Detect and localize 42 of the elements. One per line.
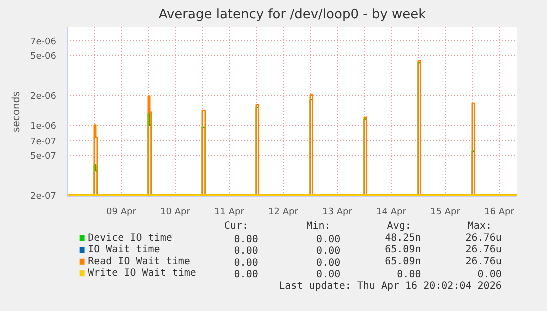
- text: 0.00: [316, 246, 341, 258]
- text: 0.00: [397, 270, 422, 281]
- legend-label: Read IO Wait time: [88, 256, 190, 268]
- text: 0.00: [234, 258, 258, 269]
- x-tick-label: 11 Apr: [214, 208, 245, 218]
- text: Cur:: [224, 221, 248, 232]
- y-tick-label: 1e-06: [30, 122, 57, 132]
- text: 26.76u: [466, 256, 502, 268]
- text: Last update: Thu Apr 16 20:02:04 2026: [279, 281, 502, 292]
- y-tick-label: 7e-07: [30, 137, 57, 148]
- x-tick-label: 13 Apr: [322, 208, 353, 218]
- legend-label: IO Wait time: [88, 244, 160, 256]
- text: 0.00: [316, 234, 341, 246]
- legend-label: Write IO Wait time: [88, 268, 196, 280]
- text: 26.76u: [466, 244, 502, 256]
- y-axis-title: seconds: [12, 92, 23, 132]
- text: 65.09n: [385, 244, 422, 256]
- chart-title: Average latency for /dev/loop0 - by week: [158, 8, 427, 22]
- text: 0.00: [478, 270, 502, 281]
- y-tick-label: 5e-06: [30, 52, 57, 62]
- text: Min:: [306, 221, 331, 232]
- y-tick-label: 5e-07: [30, 152, 57, 162]
- text: 0.00: [316, 270, 341, 281]
- legend-label: Device IO time: [88, 233, 172, 244]
- y-tick-label: 7e-06: [30, 37, 57, 48]
- text: 0.00: [234, 246, 258, 258]
- text: Avg:: [387, 221, 412, 232]
- text: 0.00: [234, 234, 258, 246]
- x-tick-label: 12 Apr: [268, 208, 299, 218]
- y-tick-label: 2e-06: [30, 92, 57, 102]
- x-tick-label: 14 Apr: [376, 208, 407, 218]
- text: 0.00: [316, 258, 341, 269]
- x-tick-label: 16 Apr: [484, 208, 515, 218]
- text: 0.00: [234, 270, 258, 281]
- text: 48.25n: [385, 233, 422, 244]
- x-tick-label: 09 Apr: [106, 208, 137, 218]
- x-tick-label: 15 Apr: [430, 208, 461, 218]
- text: 65.09n: [385, 256, 422, 268]
- y-tick-label: 2e-07: [30, 192, 57, 202]
- text: Max:: [468, 221, 492, 232]
- x-tick-label: 10 Apr: [160, 208, 191, 218]
- text: 26.76u: [466, 233, 502, 244]
